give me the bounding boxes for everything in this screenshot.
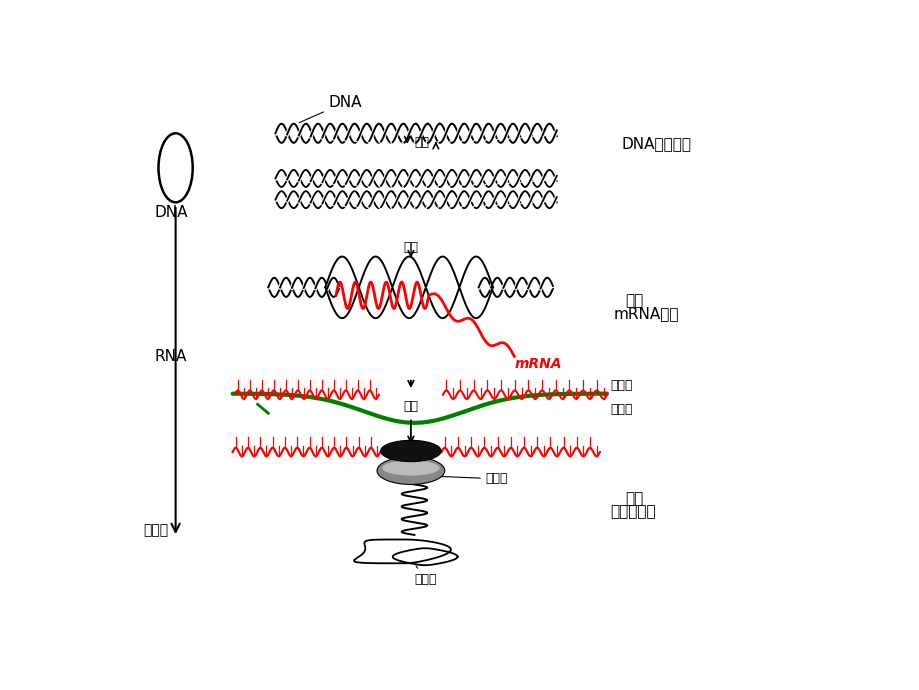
Text: 信息: 信息 [403,241,418,254]
Ellipse shape [381,460,439,475]
Text: 蛋白质合成: 蛋白质合成 [610,504,655,520]
Text: 核糖体: 核糖体 [431,473,507,485]
Text: 转译: 转译 [624,491,642,506]
Text: DNA: DNA [154,206,187,221]
Text: 蛋白质: 蛋白质 [414,566,437,586]
Text: mRNA合成: mRNA合成 [614,306,679,322]
Ellipse shape [380,440,441,462]
Text: DNA: DNA [299,95,362,123]
Text: mRNA: mRNA [514,357,562,371]
Text: 细胞核: 细胞核 [610,379,632,392]
Text: 蛋白质: 蛋白质 [143,523,168,537]
Text: 信息: 信息 [414,137,428,149]
Text: RNA: RNA [154,349,187,364]
Text: 细胞质: 细胞质 [610,403,632,416]
Text: 信息: 信息 [403,400,418,413]
Text: DNA自我复制: DNA自我复制 [620,137,690,151]
Ellipse shape [377,457,444,484]
Text: 转录: 转录 [624,293,642,308]
